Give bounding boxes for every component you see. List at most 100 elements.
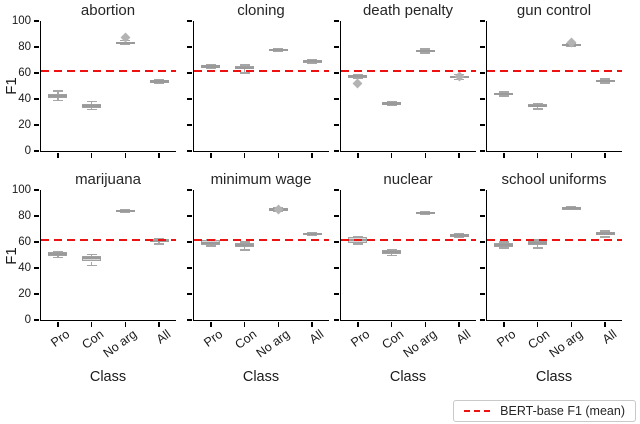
y-tick-label: 100 [11,184,31,196]
whisker-cap-upper [600,230,611,232]
plot-area [480,20,622,158]
y-tick [334,267,339,269]
whisker-cap-lower [352,243,363,245]
plot-area [187,20,329,158]
x-tick [424,322,427,327]
y-tick [187,215,192,217]
x-tick [390,322,393,327]
whisker-lower [158,242,160,244]
x-tick [570,153,573,158]
whisker-cap-lower [154,82,165,85]
x-tick [243,322,246,327]
whisker-cap-lower [52,256,63,259]
x-tick [311,322,313,327]
x-tick [424,153,427,158]
whisker-lower [57,97,59,101]
median-line [48,252,68,255]
whisker-cap-lower [386,254,397,257]
median-line [415,211,435,214]
whisker-cap-upper [154,78,165,81]
reference-line [487,69,622,73]
whisker-cap-upper [498,91,509,93]
y-tick [480,215,485,217]
reference-line [41,69,176,73]
whisker-cap-lower [498,95,509,97]
y-tick [334,293,339,295]
plot-area: Pro Con No arg All [187,189,329,360]
median-line [561,207,581,210]
subplot-death-penalty: death penalty [334,2,476,158]
category-label: Pro [201,327,226,350]
whisker-cap-lower [307,234,318,237]
whisker-cap-lower [600,236,611,238]
whisker-lower [57,255,59,258]
y-tick [480,124,485,126]
x-tick [90,322,93,327]
y-tick [34,46,39,48]
whisker-cap-upper [454,232,465,235]
whisker-cap-upper [532,102,543,105]
whisker-cap-upper [600,78,611,80]
subplot-minimum-wage: minimum wage Pro Con No arg All Class [187,171,329,385]
median-line [528,105,548,108]
y-tick-label: 60 [18,67,31,79]
y-tick [334,98,339,100]
median-line [494,92,514,95]
y-tick [187,46,192,48]
plot-area [334,20,476,158]
whisker-cap-lower [600,82,611,84]
x-tick [390,153,393,158]
y-tick [34,20,39,22]
whisker-lower [536,245,539,248]
plot-area: 0 20 40 60 80 100 Pro Con No arg All [12,184,176,360]
whisker-cap-upper [307,58,318,61]
y-tick [480,241,485,243]
y-tick [34,241,39,243]
x-tick [158,153,160,158]
reference-line [487,238,622,242]
x-tick [604,153,606,158]
y-tick [34,267,39,269]
median-line [82,257,102,260]
whisker-cap-upper [86,253,97,256]
whisker-cap-upper [273,47,284,50]
y-tick [334,150,339,152]
y-tick [34,72,39,74]
whisker-cap-upper [352,73,363,76]
y-tick [34,319,39,321]
y-tick-label: 80 [18,41,31,53]
whisker-cap-upper [352,236,363,238]
subplot-marijuana: marijuana 0 20 40 60 80 100 Pro Con No arg All Cl… [12,171,176,385]
y-tick-label: 60 [18,236,31,248]
y-tick [34,150,39,152]
median-line [201,241,221,244]
y-tick [480,293,485,295]
subplot-title: gun control [516,2,592,19]
whisker-cap-lower [307,62,318,64]
y-tick [334,215,339,217]
whisker-cap-lower [386,104,397,106]
median-line [115,42,135,45]
x-tick [570,322,573,327]
y-tick-label: 0 [24,145,31,157]
subplot-title: nuclear [383,171,433,188]
y-tick [187,150,192,152]
whisker-cap-upper [386,249,397,251]
category-label: All [453,327,474,347]
x-tick [277,322,280,327]
x-tick [536,322,539,327]
whisker-upper [90,101,93,104]
whisker-cap-lower [532,108,543,110]
median-line [382,102,402,105]
whisker-lower [90,261,93,266]
median-line [201,65,221,68]
median-line [115,209,135,212]
y-tick [480,98,485,100]
median-line [235,243,255,246]
median-line [595,79,615,82]
x-axis-label: Class [535,369,573,385]
subplot-title: minimum wage [210,171,312,188]
median-line [302,60,322,63]
whisker-cap-lower [120,43,131,46]
